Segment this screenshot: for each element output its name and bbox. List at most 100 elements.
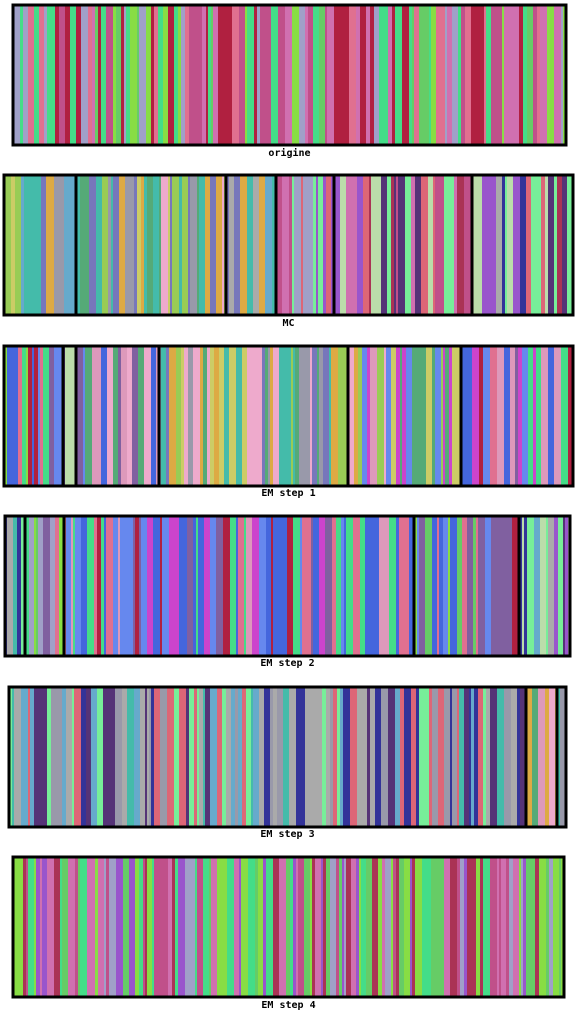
stripe	[21, 516, 25, 656]
stripe	[39, 5, 44, 145]
stripe	[378, 857, 382, 997]
stripe	[312, 857, 315, 997]
stripe	[457, 857, 460, 997]
stripe	[476, 857, 480, 997]
stripe	[178, 857, 185, 997]
stripe	[344, 857, 346, 997]
stripe	[350, 687, 357, 827]
stripe	[95, 5, 98, 145]
stripe	[208, 5, 211, 145]
stripe	[319, 346, 323, 486]
stripe	[331, 346, 338, 486]
stripe	[478, 5, 484, 145]
stripe	[303, 175, 306, 315]
stripe	[271, 5, 278, 145]
stripe	[513, 175, 520, 315]
stripe	[497, 346, 504, 486]
stripe	[209, 857, 211, 997]
stripe	[330, 687, 333, 827]
stripe	[506, 857, 509, 997]
stripe	[402, 5, 409, 145]
stripe	[363, 175, 369, 315]
stripe	[332, 516, 336, 656]
stripe	[196, 516, 198, 656]
stripe	[172, 175, 179, 315]
stripe	[366, 5, 370, 145]
stripe	[439, 516, 443, 656]
stripe	[553, 857, 559, 997]
stripe	[101, 516, 104, 656]
stripe	[517, 687, 520, 827]
stripe	[483, 346, 490, 486]
panel-caption: EM step 3	[260, 829, 314, 840]
stripe	[417, 516, 419, 656]
stripe	[138, 346, 144, 486]
stripe	[185, 516, 187, 656]
stripe	[365, 516, 372, 656]
stripe	[36, 857, 40, 997]
stripe	[562, 175, 567, 315]
stripe	[467, 516, 473, 656]
stripe	[151, 346, 156, 486]
stripe	[166, 346, 169, 486]
stripe	[313, 175, 316, 315]
stripe	[554, 175, 557, 315]
stripe	[246, 516, 252, 656]
stripe	[147, 516, 153, 656]
stripe	[116, 857, 123, 997]
stripe	[441, 346, 443, 486]
stripe	[217, 857, 220, 997]
stripe	[450, 857, 457, 997]
group-border	[459, 344, 575, 488]
panel: origine	[11, 3, 568, 159]
stripe	[223, 516, 230, 656]
stripe	[50, 175, 54, 315]
stripe	[34, 175, 41, 315]
stripe	[369, 175, 371, 315]
stripe	[471, 5, 478, 145]
stripe	[301, 687, 305, 827]
stripe	[97, 516, 101, 656]
stripe	[457, 516, 462, 656]
stripe	[552, 516, 554, 656]
stripe	[314, 687, 320, 827]
stripe	[14, 687, 21, 827]
stripe	[295, 346, 299, 486]
stripe	[273, 687, 277, 827]
stripe	[239, 5, 242, 145]
stripe	[247, 346, 252, 486]
stripe	[230, 516, 234, 656]
stripe	[561, 346, 568, 486]
stripe	[216, 516, 223, 656]
stripe	[361, 857, 366, 997]
stripe	[402, 346, 406, 486]
stripe	[30, 175, 34, 315]
stripe	[234, 175, 240, 315]
stripe	[497, 857, 499, 997]
stripe	[394, 175, 396, 315]
stripe	[49, 346, 54, 486]
stripe	[124, 5, 126, 145]
stripe	[357, 687, 364, 827]
stripe	[296, 857, 298, 997]
stripe	[304, 857, 310, 997]
stripe	[129, 857, 135, 997]
stripe	[255, 346, 262, 486]
stripe	[415, 175, 421, 315]
stripe	[441, 5, 445, 145]
stripe	[505, 175, 507, 315]
stripe	[141, 175, 144, 315]
stripe	[396, 346, 400, 486]
stripe	[147, 857, 152, 997]
stripe	[126, 516, 133, 656]
stripe	[80, 175, 87, 315]
stripe	[548, 175, 554, 315]
stripe	[238, 516, 244, 656]
stripe	[411, 175, 415, 315]
stripe	[184, 346, 188, 486]
stripe	[153, 516, 160, 656]
stripe	[17, 175, 21, 315]
stripe	[81, 687, 86, 827]
stripe	[319, 516, 323, 656]
stripe	[519, 5, 523, 145]
